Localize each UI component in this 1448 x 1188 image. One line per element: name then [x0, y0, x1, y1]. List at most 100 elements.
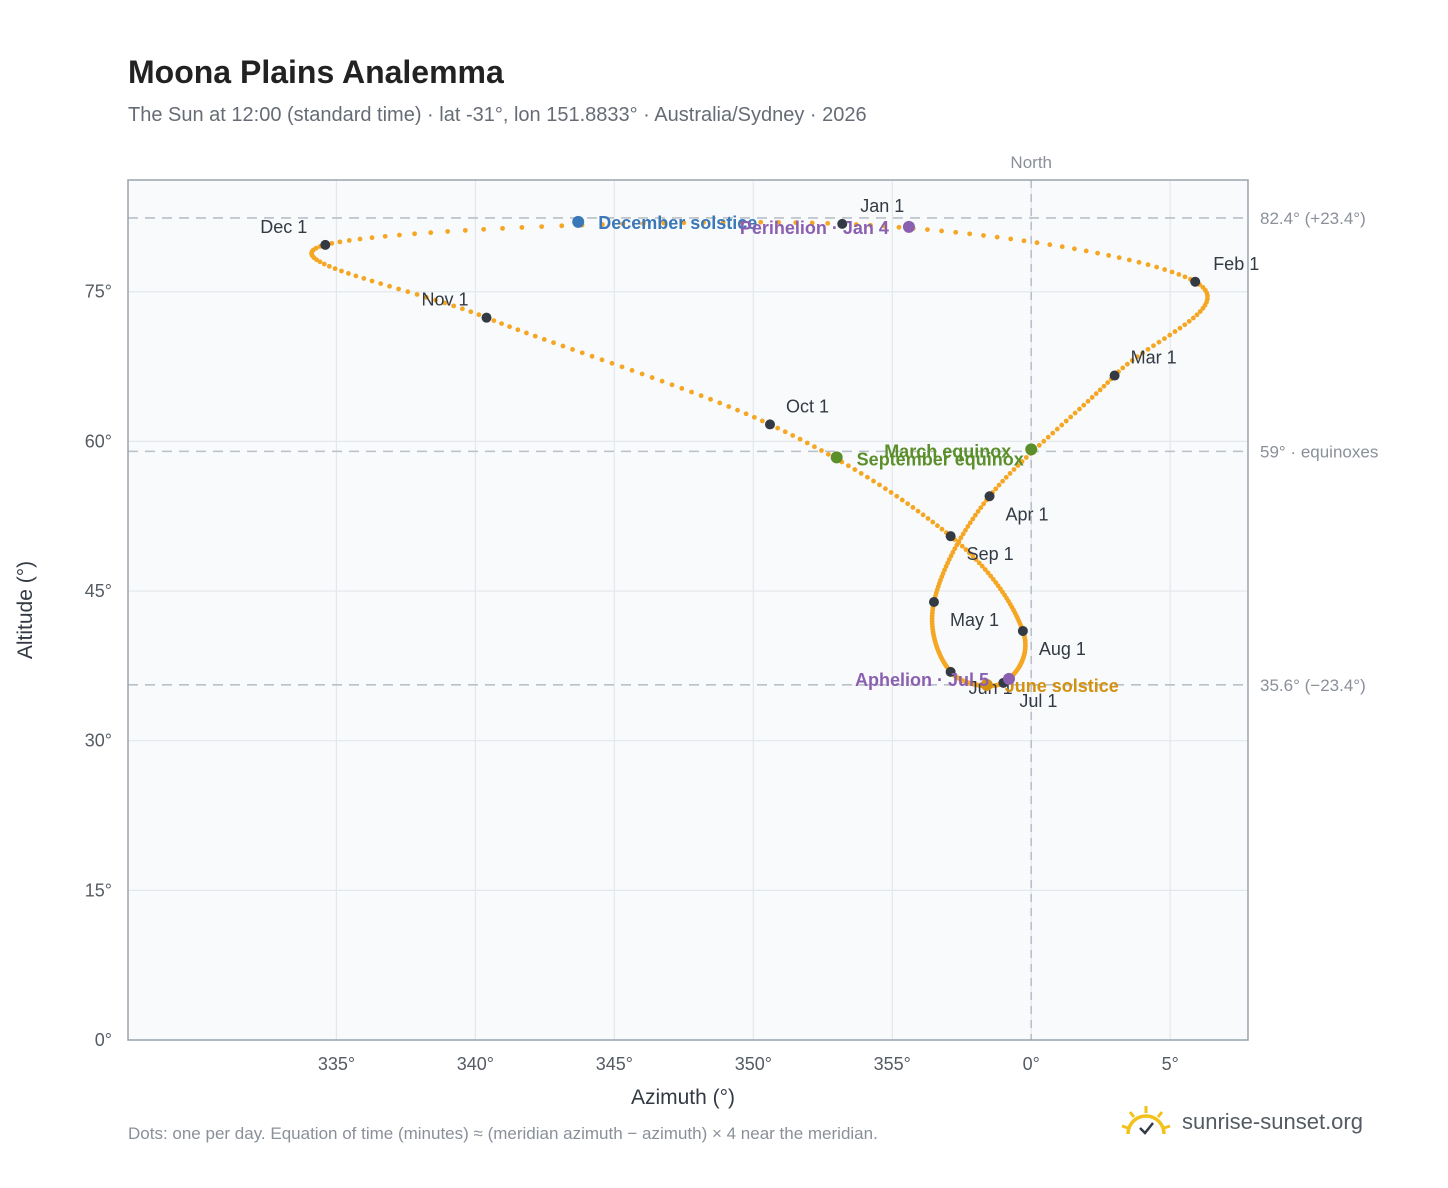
day-dot [1105, 380, 1111, 386]
day-dot [1093, 391, 1099, 397]
month-label: Aug 1 [1039, 639, 1086, 659]
day-dot [739, 219, 745, 225]
day-dot [1124, 361, 1130, 367]
day-dot [988, 573, 994, 579]
day-dot [793, 220, 799, 225]
day-dot [1072, 410, 1078, 416]
month-label: Mar 1 [1131, 348, 1177, 368]
day-dot [639, 371, 645, 377]
day-dot [1097, 387, 1103, 393]
day-dot [369, 235, 375, 241]
day-dot [967, 550, 972, 556]
day-dot [1120, 365, 1126, 371]
day-dot [935, 523, 940, 529]
day-dot [953, 229, 959, 235]
day-dot [524, 330, 529, 336]
day-dot [382, 233, 388, 239]
reference-line-label: 82.4° (+23.4°) [1260, 209, 1366, 228]
day-dot [1003, 474, 1009, 480]
day-dot [759, 418, 765, 424]
day-dot [405, 289, 411, 295]
event-label: September equinox [857, 449, 1024, 469]
day-dot [387, 283, 392, 289]
brand-link[interactable]: sunrise-sunset.org [1182, 1109, 1363, 1134]
event-label: Aphelion · Jul 5 [855, 670, 989, 690]
day-dot [560, 343, 566, 349]
day-dot [975, 508, 981, 514]
day-dot [751, 414, 757, 420]
day-dot [620, 221, 626, 227]
month-label: Oct 1 [786, 396, 829, 416]
day-dot [681, 220, 687, 226]
day-dot [1151, 343, 1156, 349]
y-tick-label: 45° [85, 581, 112, 601]
day-dot [1072, 246, 1077, 252]
day-dot [353, 273, 359, 279]
day-dot [782, 429, 788, 435]
day-dot [689, 389, 694, 395]
day-dot [468, 309, 474, 315]
day-dot [1007, 471, 1013, 476]
day-dot [1116, 255, 1122, 261]
day-dot [609, 360, 615, 366]
day-dot [915, 508, 921, 514]
month-label: Sep 1 [967, 544, 1014, 564]
brand[interactable]: sunrise-sunset.org [1120, 1102, 1363, 1142]
day-dot [976, 560, 982, 566]
day-dot [967, 231, 973, 237]
day-dot [599, 357, 605, 363]
plot-background [128, 180, 1248, 1040]
day-dot [337, 239, 343, 245]
plot-frame [127, 179, 1249, 1041]
day-dot [1047, 242, 1053, 248]
day-dot [1083, 248, 1089, 254]
day-dot [1145, 262, 1151, 268]
event-marker [1002, 672, 1015, 685]
day-dot [551, 340, 556, 346]
day-dot [930, 519, 936, 525]
day-dot [717, 400, 723, 406]
day-dot [640, 221, 646, 226]
axes: 335° 340° 345° 350° 355° 0° 5° 0° 15° 30° 45° 60° 75… [14, 282, 1179, 1109]
day-dot [948, 553, 954, 559]
event-marker [902, 220, 915, 233]
day-dot [735, 407, 740, 413]
month-label: May 1 [950, 610, 999, 630]
day-dot [1162, 336, 1167, 341]
day-dot [346, 271, 351, 276]
day-dot [570, 347, 575, 352]
day-dot [888, 490, 894, 495]
x-tick-label: 350° [735, 1054, 772, 1074]
day-dot [809, 220, 815, 226]
day-dot [845, 463, 851, 469]
day-dot [669, 382, 675, 388]
day-dot [1200, 305, 1206, 311]
day-dot [1167, 332, 1173, 338]
day-dot [1136, 259, 1142, 265]
day-dot [1034, 240, 1040, 246]
day-dot [1023, 455, 1029, 460]
month-marker [481, 312, 492, 323]
day-dot [1162, 267, 1168, 272]
day-dot [825, 451, 831, 457]
month-marker [1017, 625, 1028, 636]
event-label: June solstice [1005, 676, 1119, 696]
day-dot [993, 486, 999, 492]
day-dot [868, 222, 873, 228]
day-dot [1054, 426, 1060, 432]
day-dot [996, 482, 1002, 488]
day-dot [970, 553, 976, 559]
month-label: Apr 1 [1006, 504, 1049, 524]
day-dot [396, 286, 402, 292]
y-tick-label: 30° [85, 731, 112, 751]
day-dot [973, 512, 978, 518]
day-dot [865, 474, 870, 480]
day-dot [339, 268, 344, 274]
y-tick-label: 15° [85, 880, 112, 900]
day-dot [981, 501, 987, 507]
day-dot [649, 375, 655, 380]
day-dot [1194, 312, 1200, 318]
month-label: Jan 1 [860, 196, 904, 216]
day-dot [481, 226, 487, 232]
month-label: Dec 1 [260, 217, 307, 237]
